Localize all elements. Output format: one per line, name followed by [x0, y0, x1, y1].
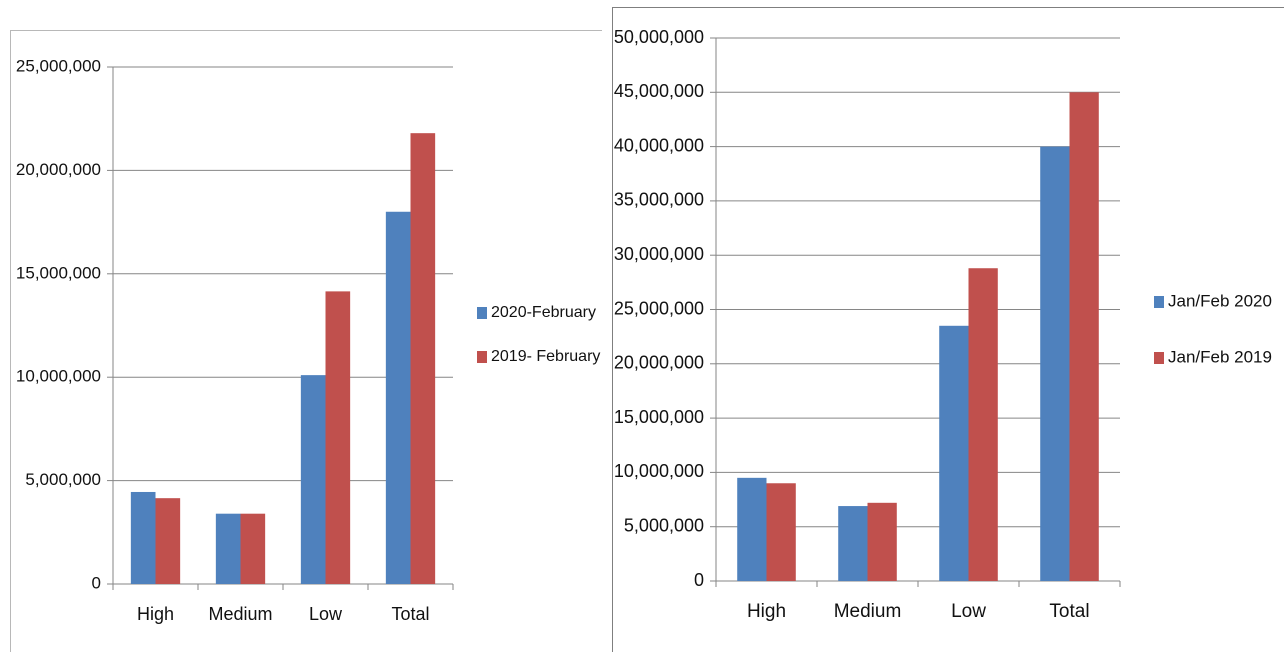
chart-panel-february: 0 5,000,000 10,000,000 15,000,000 20,000,000… [10, 30, 602, 652]
feb-legend-swatch-1 [477, 307, 487, 319]
janfeb-bar-jan-feb-2020-low [939, 325, 969, 581]
feb-bar-2019-february-high [155, 498, 181, 584]
feb-x-tick-label-low: Low [309, 604, 343, 624]
janfeb-y-tick-label: 35,000,000 [614, 190, 704, 210]
janfeb-x-tick-label-low: Low [951, 601, 986, 622]
feb-y-tick-label: 15,000,000 [16, 263, 101, 282]
feb-legend-label-1: 2020-February [491, 304, 596, 321]
janfeb-y-tick-label: 40,000,000 [614, 135, 704, 155]
feb-y-tick-label: 5,000,000 [25, 470, 101, 489]
feb-y-tick-label: 25,000,000 [16, 56, 101, 75]
janfeb-y-tick-label: 0 [694, 570, 704, 590]
janfeb-bar-jan-feb-2019-high [766, 483, 796, 581]
janfeb-y-tick-label: 15,000,000 [614, 407, 704, 427]
janfeb-y-tick-label: 20,000,000 [614, 353, 704, 373]
janfeb-bar-jan-feb-2020-total [1040, 146, 1070, 581]
feb-bar-2020-february-high [130, 491, 156, 584]
janfeb-x-tick-label-medium: Medium [834, 601, 902, 622]
janfeb-y-tick-label: 30,000,000 [614, 244, 704, 264]
janfeb-y-tick-label: 10,000,000 [614, 461, 704, 481]
janfeb-bar-jan-feb-2020-medium [838, 506, 868, 581]
janfeb-bar-jan-feb-2019-low [968, 268, 998, 581]
feb-legend-label-2: 2019- February [491, 348, 600, 365]
feb-legend-swatch-2 [477, 351, 487, 363]
feb-y-tick-label: 0 [92, 573, 101, 592]
chart-svg-february: 0 5,000,000 10,000,000 15,000,000 20,000,000… [16, 56, 600, 624]
feb-bar-2019-february-total [410, 133, 436, 584]
feb-bar-2019-february-medium [240, 513, 266, 584]
janfeb-legend-label-2: Jan/Feb 2019 [1168, 347, 1272, 366]
janfeb-legend-label-1: Jan/Feb 2020 [1168, 291, 1272, 310]
chart-svg-janfeb: 0 5,000,000 10,000,000 15,000,000 20,000,000… [614, 27, 1272, 622]
janfeb-bar-jan-feb-2020-high [737, 477, 767, 581]
janfeb-y-tick-label: 25,000,000 [614, 298, 704, 318]
janfeb-y-tick-label: 45,000,000 [614, 81, 704, 101]
feb-x-tick-label-total: Total [391, 604, 429, 624]
feb-x-tick-label-medium: Medium [208, 604, 272, 624]
janfeb-bar-jan-feb-2019-medium [867, 502, 897, 581]
janfeb-x-tick-label-total: Total [1049, 601, 1089, 622]
feb-bar-2020-february-low [300, 375, 326, 584]
janfeb-bar-jan-feb-2019-total [1069, 92, 1099, 582]
feb-bar-2020-february-medium [215, 513, 241, 584]
chart-panel-janfeb: 0 5,000,000 10,000,000 15,000,000 20,000,000… [612, 7, 1284, 652]
janfeb-legend-swatch-2 [1154, 352, 1164, 364]
feb-bar-2019-february-low [325, 291, 351, 584]
janfeb-x-tick-label-high: High [747, 601, 786, 622]
feb-bar-2020-february-total [385, 211, 411, 584]
janfeb-legend-swatch-1 [1154, 296, 1164, 308]
feb-x-tick-label-high: High [137, 604, 174, 624]
janfeb-y-tick-label: 50,000,000 [614, 27, 704, 47]
feb-y-tick-label: 20,000,000 [16, 160, 101, 179]
feb-y-tick-label: 10,000,000 [16, 367, 101, 386]
janfeb-y-tick-label: 5,000,000 [624, 515, 704, 535]
